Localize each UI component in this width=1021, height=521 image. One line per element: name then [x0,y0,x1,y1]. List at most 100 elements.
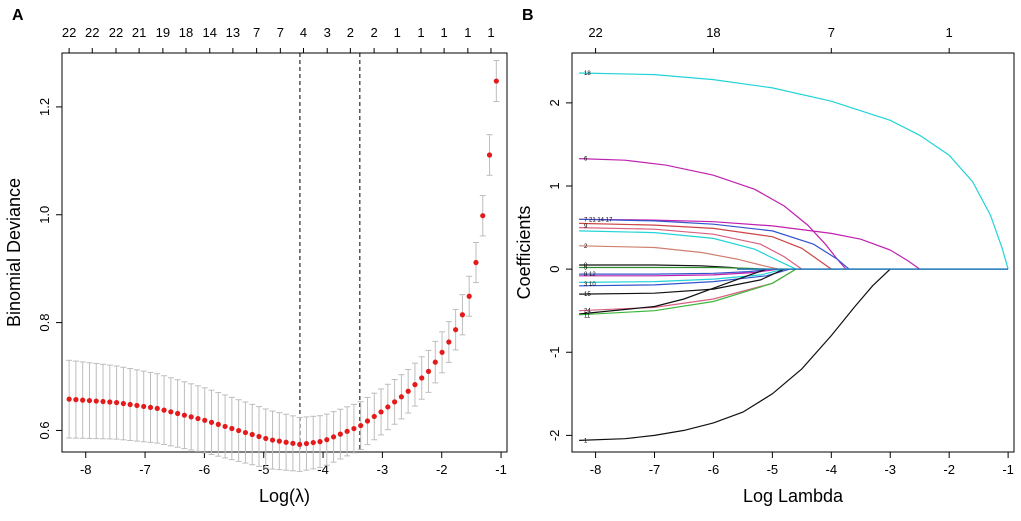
path-label: 2 [584,244,588,250]
top-axis-label: 22 [85,25,99,40]
coef-path [579,268,891,441]
top-axis-label: 22 [588,25,602,40]
path-label: 1 [584,438,588,444]
deviance-point [310,439,316,446]
deviance-point [480,213,486,219]
deviance-point [86,397,93,404]
x-tick-label: -4 [826,462,838,477]
y-tick-label: 0 [547,266,562,273]
coef-path [579,268,797,316]
deviance-point [364,418,371,424]
deviance-point [93,398,99,404]
top-axis-label: 1 [394,25,401,40]
panel-label: B [522,7,534,24]
deviance-point [100,398,106,405]
deviance-point [147,404,154,411]
path-label: 18 [584,71,591,77]
deviance-point [290,440,296,446]
deviance-point [236,427,242,434]
y-axis-label: Binomial Deviance [4,178,24,327]
path-label: 8 [584,263,588,269]
deviance-point [459,312,466,318]
x-tick-label: -1 [495,462,507,477]
y-tick-label: 1.0 [37,206,52,224]
coef-path [579,230,797,270]
y-tick-label: 1 [547,182,562,189]
y-tick-label: 0.6 [37,421,52,439]
top-axis-label: 7 [253,25,260,40]
x-tick-label: -2 [943,462,955,477]
top-axis-label: 18 [706,25,720,40]
top-axis-label: 18 [179,25,193,40]
deviance-point [412,382,418,388]
deviance-point [425,368,432,374]
deviance-point [303,440,310,447]
deviance-point [242,429,249,436]
coef-path [579,218,850,270]
path-label: 6 [584,157,588,163]
top-axis-label: 1 [440,25,447,40]
deviance-point [215,421,221,427]
x-axis-label: Log Lambda [743,486,844,506]
path-label: 15 [584,292,591,298]
coef-path [579,245,779,270]
deviance-point [283,439,289,445]
deviance-point [141,403,147,410]
x-tick-label: -3 [884,462,896,477]
y-tick-label: 0.8 [37,314,52,332]
top-axis-label: 13 [226,25,240,40]
top-axis-label: 2 [347,25,354,40]
deviance-point [473,259,479,266]
deviance-point [337,431,343,437]
top-axis-label: 1 [487,25,494,40]
coef-path [579,268,767,315]
path-label: 3 10 [584,282,596,288]
path-label: 24 [584,309,591,315]
deviance-point [493,78,499,84]
coef-path [579,268,785,283]
deviance-point [378,409,384,415]
deviance-point [73,397,79,403]
x-tick-label: -8 [80,462,92,477]
top-axis-label: 14 [203,25,217,40]
deviance-point [168,409,174,415]
deviance-point [154,405,160,412]
deviance-point [446,339,452,345]
deviance-point [351,425,357,432]
deviance-point [405,388,411,394]
deviance-point [317,439,323,445]
deviance-point [324,437,330,443]
path-label: 7 21 14 17 [584,217,613,223]
coef-path [579,227,803,270]
deviance-point [371,413,377,420]
top-axis-label: 7 [828,25,835,40]
deviance-point [107,399,113,405]
coef-path [579,72,1009,270]
deviance-point [188,414,194,420]
top-axis-label: 2 [370,25,377,40]
deviance-point [161,407,167,413]
x-tick-label: -7 [139,462,151,477]
deviance-point [432,359,438,365]
x-tick-label: -1 [1002,462,1014,477]
deviance-point [229,425,235,432]
deviance-point [222,423,228,430]
coef-path [579,158,847,270]
x-tick-label: -2 [436,462,448,477]
panel-a: -8 -7 -6 -5 -4 -3 -2 -10.60.81.01.222 22 22 21 19 18… [4,7,508,506]
deviance-point [208,419,215,425]
deviance-point [276,438,282,444]
x-tick-label: -7 [649,462,661,477]
deviance-point [120,400,126,407]
coef-path [579,268,779,277]
deviance-point [249,431,255,438]
x-tick-label: -5 [767,462,779,477]
top-axis-label: 22 [109,25,123,40]
panel-label: A [12,7,24,24]
deviance-point [80,397,86,403]
top-axis-label: 1 [464,25,471,40]
deviance-point [202,417,208,423]
path-label: 9 [584,224,588,230]
